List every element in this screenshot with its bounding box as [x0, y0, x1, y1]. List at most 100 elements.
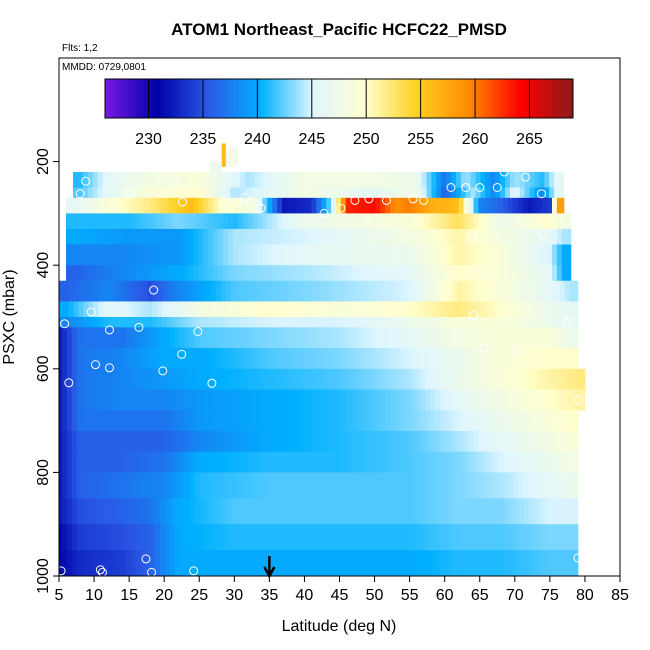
heatmap-cell: [331, 265, 337, 282]
colorbar-segment: [456, 79, 461, 118]
heatmap-cell: [567, 498, 573, 525]
heatmap-cell: [466, 280, 472, 302]
x-tick-label: 85: [611, 587, 629, 604]
heatmap-cell: [483, 550, 490, 577]
heatmap-cell: [101, 327, 107, 349]
heatmap-cell: [209, 498, 215, 525]
heatmap-cell: [366, 451, 372, 473]
colorbar-segment: [378, 79, 383, 118]
heatmap-cell: [497, 197, 504, 214]
heatmap-cell: [304, 301, 310, 318]
heatmap-cell: [404, 197, 411, 214]
heatmap-cell: [463, 213, 469, 230]
heatmap-cell: [439, 430, 446, 453]
heatmap-cell: [140, 451, 146, 473]
heatmap-cell: [199, 348, 205, 370]
heatmap-cell: [513, 389, 519, 411]
heatmap-cell: [429, 389, 436, 411]
heatmap-cell: [338, 317, 345, 328]
heatmap-cell: [301, 244, 307, 266]
heatmap-cell: [140, 327, 146, 349]
heatmap-cell: [562, 550, 568, 577]
heatmap-cell: [547, 389, 554, 411]
heatmap-cell: [96, 498, 102, 525]
colorbar-segment: [432, 79, 437, 118]
heatmap-cell: [446, 301, 453, 318]
colorbar-segment: [561, 79, 566, 118]
observation-point: [573, 553, 583, 563]
heatmap-cell: [372, 187, 378, 199]
heatmap-cell: [523, 498, 529, 525]
colorbar-segment: [350, 79, 355, 118]
heatmap-cell: [296, 213, 303, 230]
heatmap-cell: [331, 550, 338, 577]
heatmap-cell: [220, 171, 226, 188]
heatmap-cell: [454, 389, 460, 411]
heatmap-cell: [537, 524, 544, 551]
heatmap-cell: [91, 410, 97, 432]
heatmap-cell: [311, 265, 317, 282]
heatmap-cell: [83, 280, 89, 302]
heatmap-cell: [420, 550, 426, 577]
heatmap-cell: [498, 524, 504, 551]
heatmap-cell: [503, 348, 509, 370]
heatmap-cell: [228, 451, 235, 473]
heatmap-cell: [135, 327, 141, 349]
heatmap-cell: [260, 280, 266, 302]
heatmap-cell: [346, 410, 352, 432]
heatmap-cell: [507, 213, 514, 230]
heatmap-cell: [415, 389, 421, 411]
heatmap-cell: [533, 348, 539, 370]
heatmap-cell: [179, 498, 185, 525]
heatmap-cell: [558, 187, 565, 199]
heatmap-cell: [150, 410, 156, 432]
heatmap-cell: [371, 430, 377, 453]
heatmap-cell: [145, 550, 151, 577]
heatmap-cell: [382, 171, 388, 188]
x-tick-label: 40: [296, 587, 314, 604]
heatmap-cell: [66, 228, 72, 245]
heatmap-cell: [248, 472, 254, 499]
heatmap-cell: [196, 280, 202, 302]
heatmap-cell: [319, 301, 325, 318]
heatmap-cell: [100, 244, 106, 266]
heatmap-cell: [194, 389, 200, 411]
heatmap-cell: [213, 430, 220, 453]
heatmap-cell: [400, 410, 406, 432]
heatmap-cell: [287, 430, 293, 453]
colorbar-tick-label: 250: [353, 131, 380, 148]
heatmap-cell: [245, 280, 251, 302]
heatmap-cell: [574, 317, 579, 328]
heatmap-cell: [473, 244, 479, 266]
heatmap-cell: [328, 187, 334, 199]
heatmap-cell: [490, 171, 496, 188]
heatmap-cell: [350, 197, 357, 214]
heatmap-cell: [151, 187, 157, 199]
heatmap-cell: [406, 171, 413, 188]
heatmap-cell: [528, 410, 534, 432]
heatmap-cell: [351, 472, 357, 499]
heatmap-cell: [272, 524, 279, 551]
heatmap-cell: [513, 472, 519, 499]
heatmap-cell: [179, 550, 185, 577]
heatmap-cell: [155, 327, 161, 349]
heatmap-cell: [483, 389, 490, 411]
heatmap-cell: [429, 524, 436, 551]
colorbar-segment: [147, 79, 153, 118]
heatmap-cell: [93, 317, 99, 328]
heatmap-cell: [297, 524, 303, 551]
heatmap-cell: [412, 301, 418, 318]
heatmap-cell: [150, 472, 156, 499]
heatmap-cell: [473, 213, 479, 230]
heatmap-cell: [444, 430, 450, 453]
heatmap-cell: [137, 280, 143, 302]
colorbar-segment: [116, 79, 121, 118]
colorbar-segment: [249, 79, 254, 118]
heatmap-cell: [96, 430, 102, 453]
heatmap-cell: [240, 301, 246, 318]
heatmap-cell: [469, 524, 475, 551]
heatmap-cell: [112, 187, 118, 199]
heatmap-cell: [292, 368, 298, 390]
heatmap-cell: [90, 244, 96, 266]
heatmap-cell: [282, 524, 289, 551]
